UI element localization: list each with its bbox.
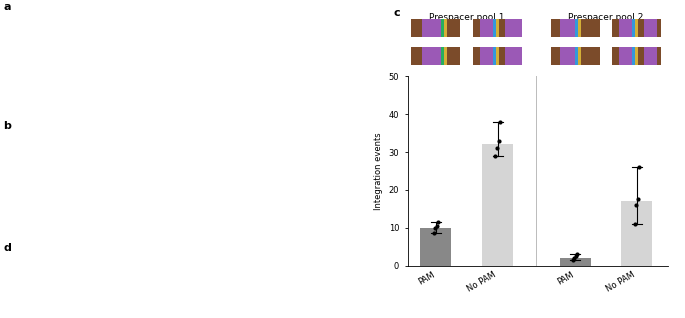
Bar — [444, 47, 447, 65]
Bar — [551, 19, 560, 37]
Bar — [560, 258, 590, 266]
Point — [571, 253, 582, 259]
Bar — [578, 19, 582, 37]
Point — [569, 255, 580, 260]
Point — [572, 252, 583, 257]
Bar — [496, 47, 499, 65]
Bar — [444, 19, 447, 37]
Bar — [493, 47, 496, 65]
Bar — [638, 19, 645, 37]
Bar — [635, 47, 638, 65]
Point — [634, 165, 645, 170]
Bar — [621, 201, 652, 266]
Bar — [496, 19, 499, 37]
Bar — [412, 47, 422, 65]
Bar — [480, 47, 493, 65]
Bar — [480, 19, 493, 37]
Point — [493, 138, 504, 143]
Text: c: c — [394, 8, 401, 18]
Bar — [612, 47, 619, 65]
Bar — [645, 47, 656, 65]
Bar — [635, 19, 638, 37]
Bar — [645, 19, 656, 37]
Bar — [582, 47, 599, 65]
Bar — [582, 19, 599, 37]
Bar — [656, 19, 662, 37]
Bar — [619, 47, 632, 65]
Point — [631, 203, 642, 208]
Bar — [447, 19, 460, 37]
Bar — [493, 19, 496, 37]
Bar — [632, 19, 635, 37]
Bar — [619, 19, 632, 37]
Text: b: b — [3, 121, 11, 131]
Text: a: a — [3, 2, 11, 11]
Point — [495, 119, 506, 124]
Bar — [612, 19, 619, 37]
Bar — [578, 47, 582, 65]
Bar — [412, 19, 422, 37]
Point — [428, 231, 439, 236]
Y-axis label: Integration events: Integration events — [374, 132, 383, 210]
Bar — [473, 47, 480, 65]
Point — [567, 257, 578, 262]
Bar — [473, 19, 480, 37]
Text: Prespacer pool 2: Prespacer pool 2 — [569, 13, 644, 22]
Point — [492, 146, 503, 151]
Bar — [499, 19, 505, 37]
Bar — [656, 47, 662, 65]
Text: d: d — [3, 243, 11, 253]
Bar — [505, 19, 522, 37]
Bar — [560, 19, 575, 37]
Bar — [575, 19, 578, 37]
Bar — [551, 47, 560, 65]
Text: Prespacer pool 1: Prespacer pool 1 — [429, 13, 505, 22]
Bar — [422, 19, 441, 37]
Bar — [422, 47, 441, 65]
Bar — [575, 47, 578, 65]
Point — [632, 197, 643, 202]
Bar — [447, 47, 460, 65]
Bar — [505, 47, 522, 65]
Bar — [499, 47, 505, 65]
Bar — [441, 19, 444, 37]
Bar — [441, 47, 444, 65]
Bar — [482, 144, 513, 266]
Point — [629, 221, 640, 226]
Bar — [638, 47, 645, 65]
Point — [490, 153, 501, 158]
Bar — [560, 47, 575, 65]
Bar — [632, 47, 635, 65]
Point — [429, 225, 440, 230]
Bar — [421, 228, 451, 266]
Point — [432, 223, 443, 228]
Point — [433, 219, 444, 225]
